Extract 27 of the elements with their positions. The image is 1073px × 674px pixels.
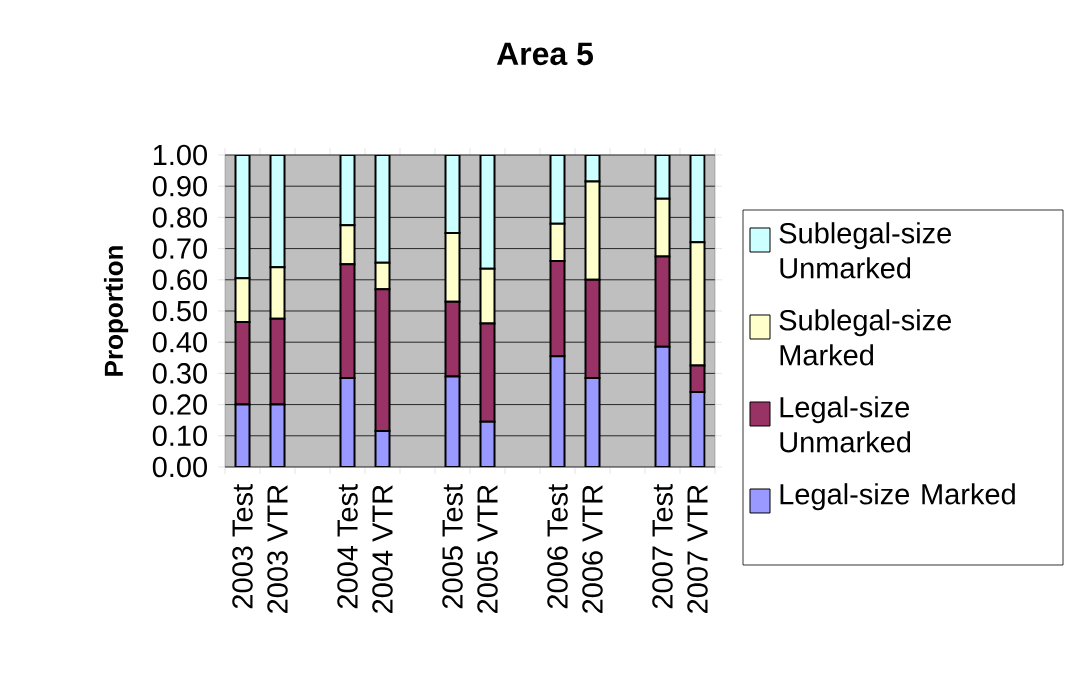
y-tick-label: 0.40: [152, 331, 207, 353]
y-tick-label: 0.80: [152, 207, 207, 228]
legend-label: Legal-size Marked: [780, 483, 1015, 511]
x-tick-label: 2003 VTR: [267, 485, 288, 613]
x-tick-label: 2007 VTR: [687, 485, 708, 613]
x-tick-label: 2003 Test: [232, 484, 253, 609]
x-tick-label: 2005 Test: [442, 484, 463, 609]
y-tick-label: 0.70: [152, 238, 207, 259]
x-tick-label: 2004 Test: [337, 484, 358, 609]
chart-title: Area 5: [496, 42, 593, 66]
legend-label: Sublegal-size Marked: [779, 309, 951, 366]
x-tick-label: 2006 Test: [547, 484, 568, 609]
legend-label: Legal-size Unmarked: [780, 396, 911, 453]
y-tick-label: 0.00: [152, 456, 207, 478]
y-tick-label: 0.60: [152, 269, 207, 291]
x-tick-label: 2004 VTR: [372, 485, 393, 613]
x-tick-label: 2006 VTR: [582, 485, 603, 613]
y-tick-label: 0.10: [152, 425, 207, 447]
y-tick-label: 0.20: [152, 394, 207, 415]
x-tick-label: 2007 Test: [652, 484, 673, 609]
y-tick-label: 1.00: [153, 144, 207, 166]
x-tick-label: 2005 VTR: [477, 485, 498, 613]
y-tick-label: 0.50: [152, 300, 207, 322]
legend-label: Sublegal-size Unmarked: [779, 222, 951, 279]
y-axis-title: Proportion: [103, 246, 129, 376]
y-tick-label: 0.90: [152, 175, 207, 197]
y-tick-label: 0.30: [152, 363, 207, 384]
